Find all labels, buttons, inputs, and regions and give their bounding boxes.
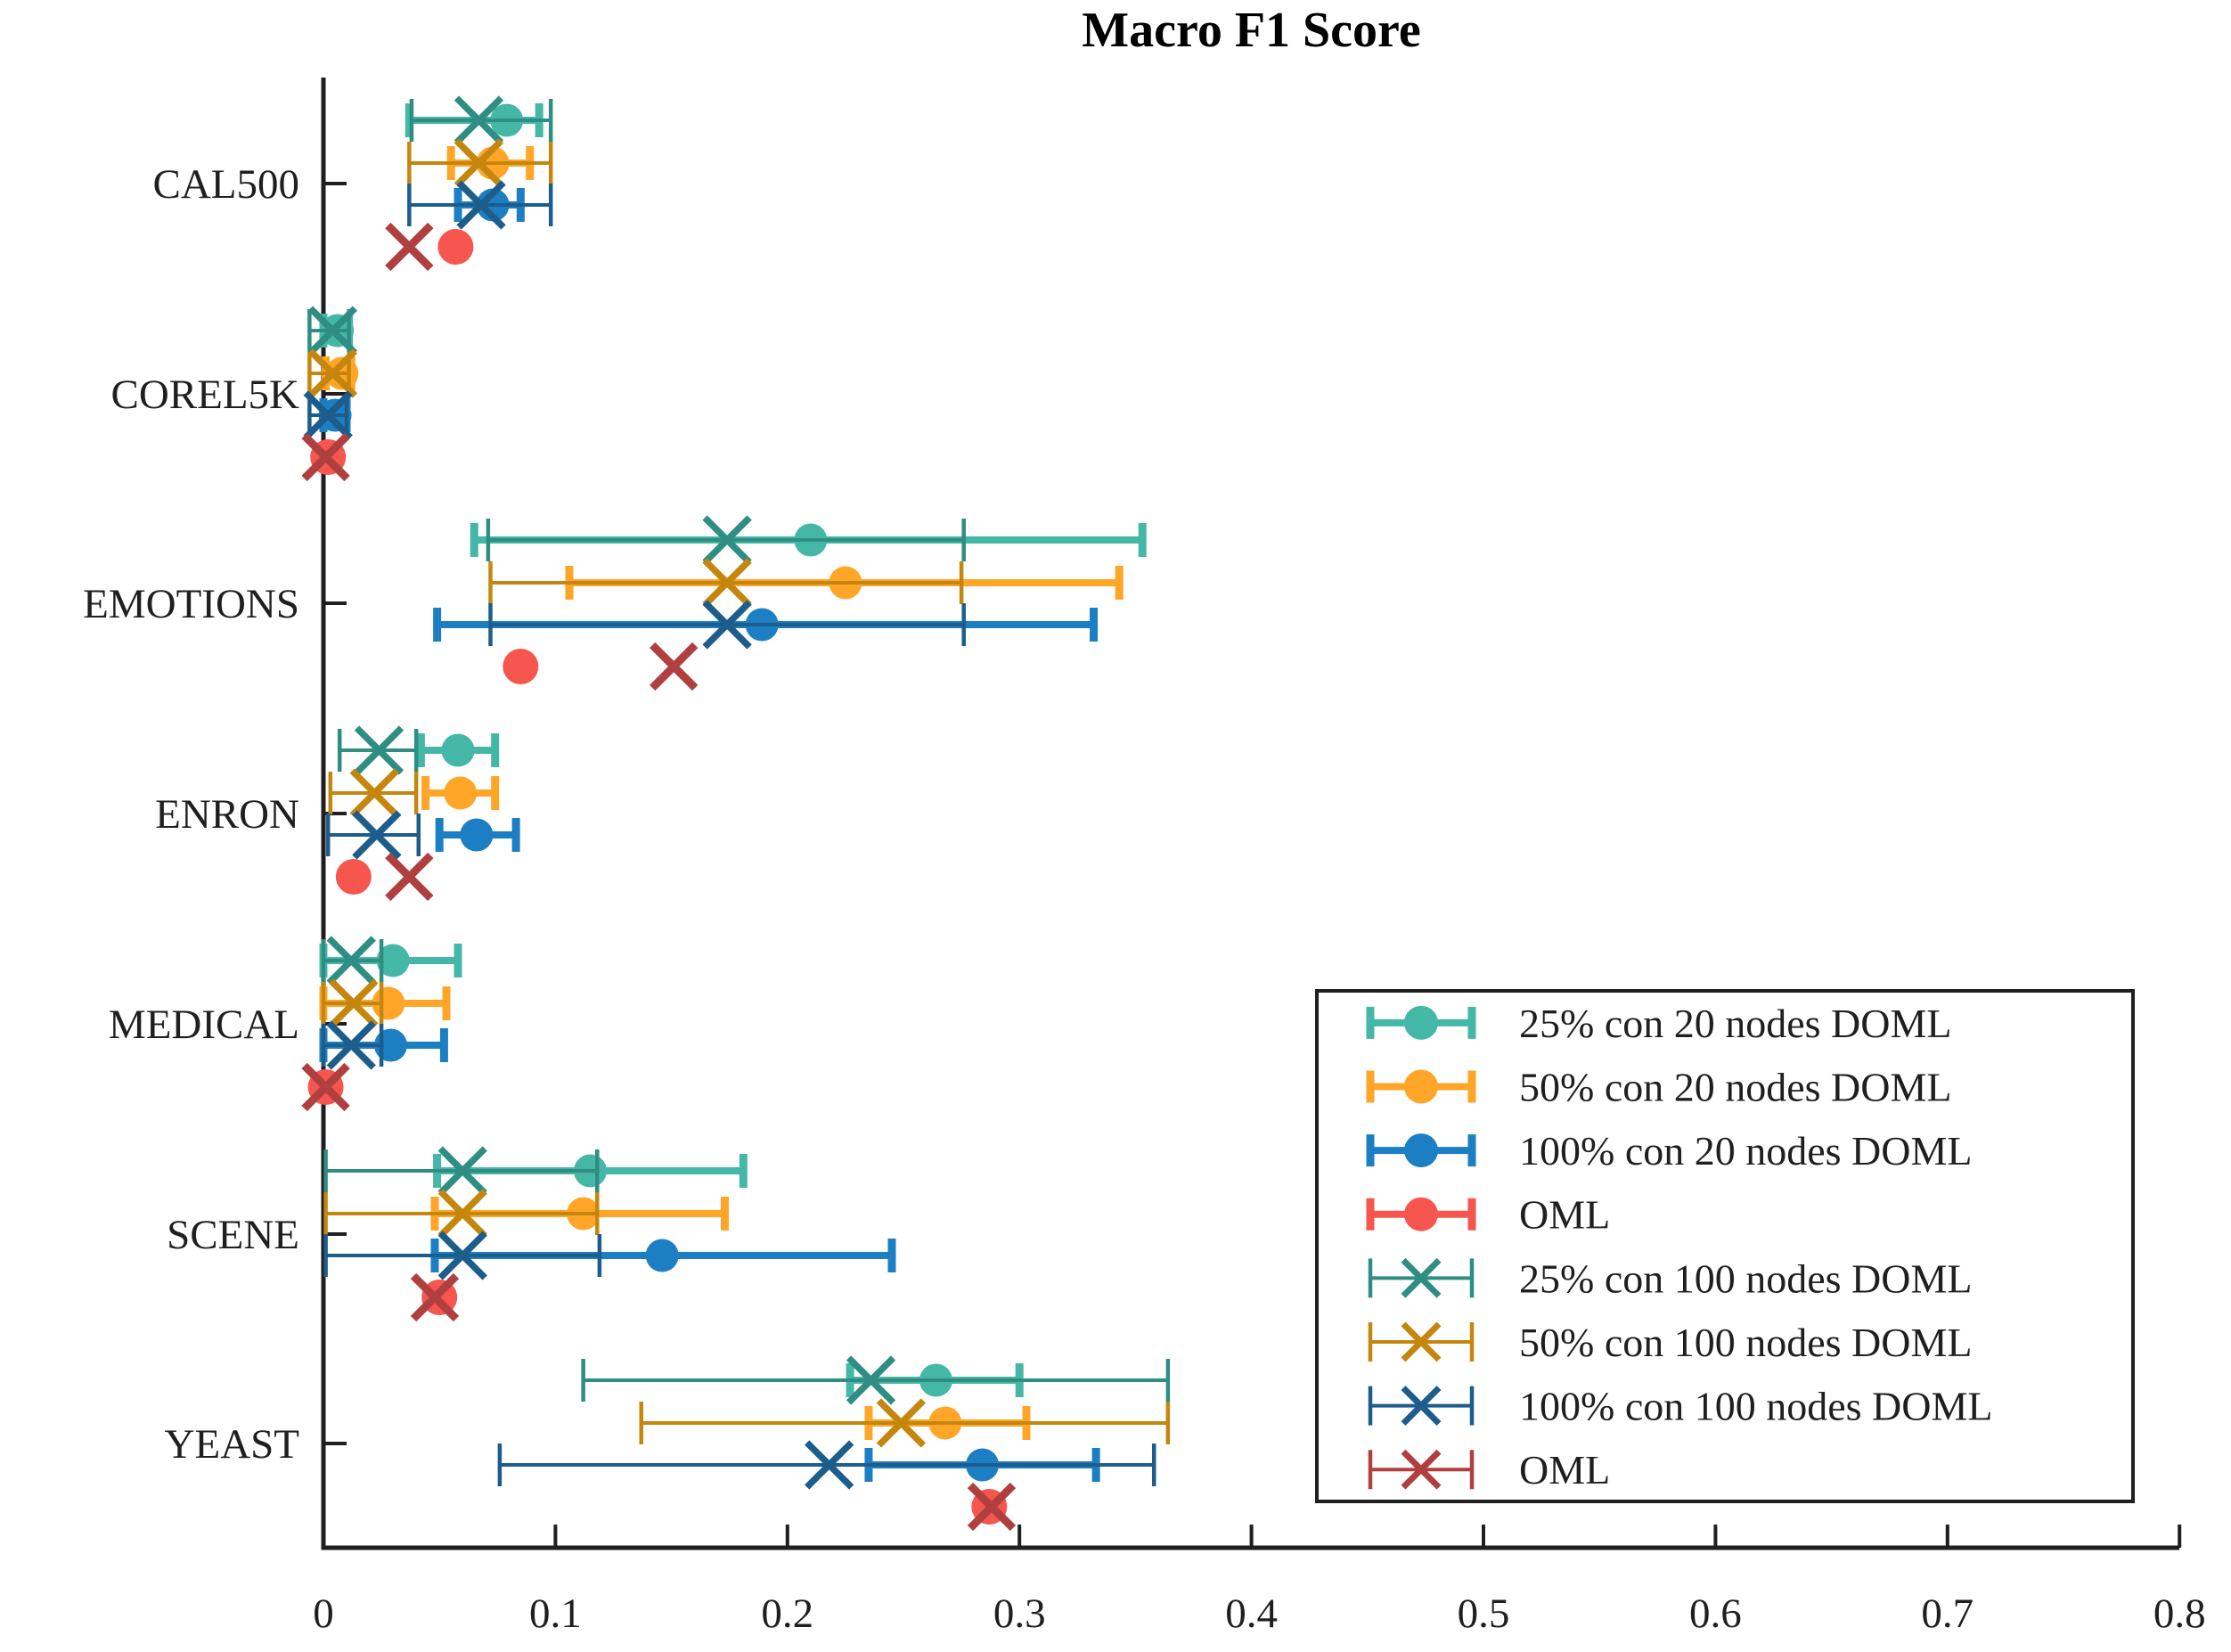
legend-entry: 50% con 20 nodes DOML	[1366, 1064, 1952, 1109]
x-marker	[329, 978, 379, 1028]
legend-entry-label: OML	[1519, 1192, 1610, 1238]
circle-marker	[335, 859, 372, 895]
x-marker	[454, 138, 504, 188]
x-marker	[437, 1189, 487, 1239]
legend-box	[1315, 989, 2135, 1503]
x-marker	[326, 936, 376, 985]
x-marker	[303, 390, 353, 440]
x-marker	[354, 725, 405, 775]
legend-entry-label: 50% con 20 nodes DOML	[1519, 1064, 1952, 1109]
series-8	[301, 222, 1017, 1532]
y-tick-label: MEDICAL	[109, 1002, 299, 1048]
x-marker	[307, 348, 358, 398]
x-marker	[702, 558, 752, 608]
x-tick-label: 0	[313, 1591, 334, 1637]
x-tick-label: 0.1	[529, 1591, 582, 1637]
circle-marker	[645, 1239, 679, 1272]
legend-sample-x-marker	[1401, 1386, 1442, 1427]
series-6	[307, 138, 1171, 1448]
y-tick-label: ENRON	[155, 791, 299, 838]
legend-entry: 100% con 100 nodes DOML	[1368, 1384, 1993, 1429]
y-tick-label: EMOTIONS	[83, 581, 299, 627]
circle-marker	[444, 776, 478, 810]
x-marker	[437, 1231, 487, 1280]
x-tick-label: 0.8	[2153, 1591, 2206, 1637]
y-tick-label: SCENE	[167, 1212, 299, 1258]
y-tick-label: CAL500	[153, 161, 300, 208]
legend-sample-circle-marker	[1404, 1005, 1438, 1040]
legend-entry-label: 25% con 100 nodes DOML	[1519, 1255, 1973, 1301]
legend-entry: 25% con 100 nodes DOML	[1368, 1255, 1973, 1301]
x-marker	[456, 180, 506, 230]
x-marker	[454, 95, 504, 145]
x-marker	[876, 1398, 927, 1448]
circle-marker	[376, 944, 410, 977]
x-marker	[967, 1482, 1017, 1532]
series-1	[319, 103, 1147, 1397]
x-marker	[301, 1062, 350, 1112]
x-marker	[352, 810, 402, 860]
x-marker	[702, 515, 752, 565]
series-5	[307, 95, 1171, 1405]
x-tick-label: 0.4	[1225, 1591, 1278, 1637]
x-tick-label: 0.2	[761, 1591, 813, 1637]
chart-title: Macro F1 Score	[1082, 3, 1421, 58]
legend-sample-circle-marker	[1404, 1133, 1438, 1168]
legend-entry: OML	[1368, 1447, 1610, 1493]
x-marker	[437, 1146, 487, 1196]
legend-entry: OML	[1366, 1192, 1610, 1238]
circle-marker	[441, 733, 475, 767]
legend-sample-circle-marker	[1404, 1197, 1438, 1231]
legend-entry-label: 100% con 100 nodes DOML	[1519, 1384, 1993, 1429]
circle-marker	[437, 229, 474, 265]
legend: 25% con 20 nodes DOML 50% con 20 nodes DO…	[1315, 989, 2135, 1503]
x-marker	[301, 432, 350, 482]
x-marker	[385, 852, 434, 902]
legend-sample-circle-marker	[1404, 1069, 1438, 1104]
legend-entry-label: 25% con 20 nodes DOML	[1519, 1001, 1952, 1046]
x-marker	[846, 1355, 896, 1405]
legend-entry-label: 50% con 100 nodes DOML	[1519, 1320, 1973, 1365]
legend-entry-label: OML	[1519, 1447, 1610, 1493]
legend-entry: 50% con 100 nodes DOML	[1368, 1320, 1973, 1365]
x-marker	[307, 306, 358, 356]
x-marker	[650, 642, 699, 691]
series-7	[303, 180, 1156, 1490]
x-marker	[349, 768, 399, 818]
y-tick-label: COREL5K	[111, 372, 300, 418]
legend-sample-x-marker	[1401, 1321, 1442, 1362]
x-tick-label: 0.7	[1921, 1591, 1974, 1637]
x-marker	[702, 600, 752, 650]
legend-entry: 100% con 20 nodes DOML	[1366, 1128, 1973, 1174]
x-marker	[326, 1020, 376, 1070]
x-tick-label: 0.5	[1458, 1591, 1510, 1637]
legend-entry-label: 100% con 20 nodes DOML	[1519, 1128, 1973, 1174]
legend-sample-x-marker	[1401, 1449, 1442, 1490]
circle-marker	[503, 649, 539, 684]
x-tick-label: 0.6	[1689, 1591, 1742, 1637]
legend-entry: 25% con 20 nodes DOML	[1366, 1001, 1952, 1046]
x-marker	[385, 222, 434, 272]
y-tick-label: YEAST	[165, 1421, 299, 1468]
legend-sample-x-marker	[1401, 1257, 1442, 1298]
series-2	[319, 146, 1124, 1440]
x-marker	[805, 1440, 854, 1490]
circle-marker	[460, 818, 494, 852]
x-marker	[410, 1272, 460, 1322]
x-tick-label: 0.3	[993, 1591, 1046, 1637]
